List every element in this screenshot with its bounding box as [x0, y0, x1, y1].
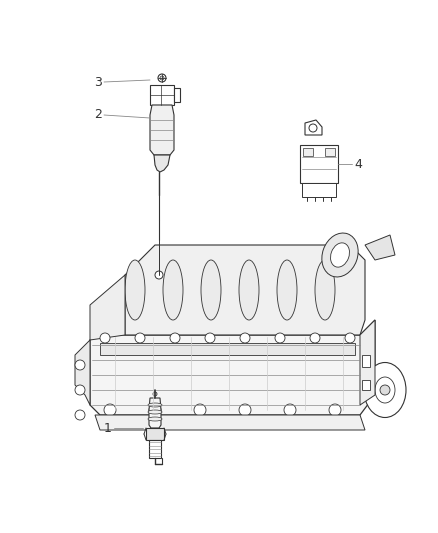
Circle shape [155, 271, 163, 279]
Bar [100, 343, 355, 355]
Polygon shape [174, 88, 180, 102]
Text: 4: 4 [354, 157, 362, 171]
Circle shape [194, 404, 206, 416]
Ellipse shape [277, 260, 297, 320]
Text: 2: 2 [94, 109, 102, 122]
Ellipse shape [331, 243, 350, 267]
Circle shape [104, 404, 116, 416]
Text: 1: 1 [104, 422, 112, 434]
Circle shape [284, 404, 296, 416]
Circle shape [75, 410, 85, 420]
Ellipse shape [315, 260, 335, 320]
Circle shape [153, 392, 157, 396]
Circle shape [275, 333, 285, 343]
Circle shape [205, 333, 215, 343]
Polygon shape [154, 155, 170, 172]
Circle shape [329, 404, 341, 416]
Circle shape [309, 124, 317, 132]
Bar [362, 380, 370, 390]
Ellipse shape [375, 377, 395, 403]
Ellipse shape [201, 260, 221, 320]
Polygon shape [150, 85, 174, 105]
Circle shape [239, 404, 251, 416]
Polygon shape [149, 398, 161, 428]
Polygon shape [90, 275, 125, 340]
Ellipse shape [322, 233, 358, 277]
Polygon shape [300, 145, 338, 183]
Ellipse shape [148, 410, 162, 414]
Circle shape [310, 333, 320, 343]
Circle shape [158, 74, 166, 82]
Ellipse shape [239, 260, 259, 320]
Polygon shape [305, 120, 322, 135]
Bar [325, 148, 335, 156]
Circle shape [75, 385, 85, 395]
Circle shape [240, 333, 250, 343]
Circle shape [345, 333, 355, 343]
Circle shape [170, 333, 180, 343]
Polygon shape [95, 415, 365, 430]
Polygon shape [149, 440, 161, 458]
Bar [302, 183, 336, 197]
Ellipse shape [125, 260, 145, 320]
Polygon shape [125, 245, 365, 335]
Ellipse shape [148, 417, 162, 421]
Polygon shape [90, 320, 375, 415]
Circle shape [75, 360, 85, 370]
Polygon shape [150, 105, 174, 155]
Circle shape [135, 333, 145, 343]
Ellipse shape [163, 260, 183, 320]
Circle shape [380, 385, 390, 395]
Ellipse shape [364, 362, 406, 417]
Ellipse shape [148, 403, 162, 407]
Polygon shape [360, 320, 375, 405]
Polygon shape [75, 340, 90, 405]
Bar [303, 148, 313, 156]
Text: 3: 3 [94, 76, 102, 88]
Circle shape [100, 333, 110, 343]
Polygon shape [365, 235, 395, 260]
Polygon shape [146, 428, 164, 440]
Circle shape [149, 404, 161, 416]
Circle shape [160, 76, 164, 80]
Bar [362, 355, 370, 367]
